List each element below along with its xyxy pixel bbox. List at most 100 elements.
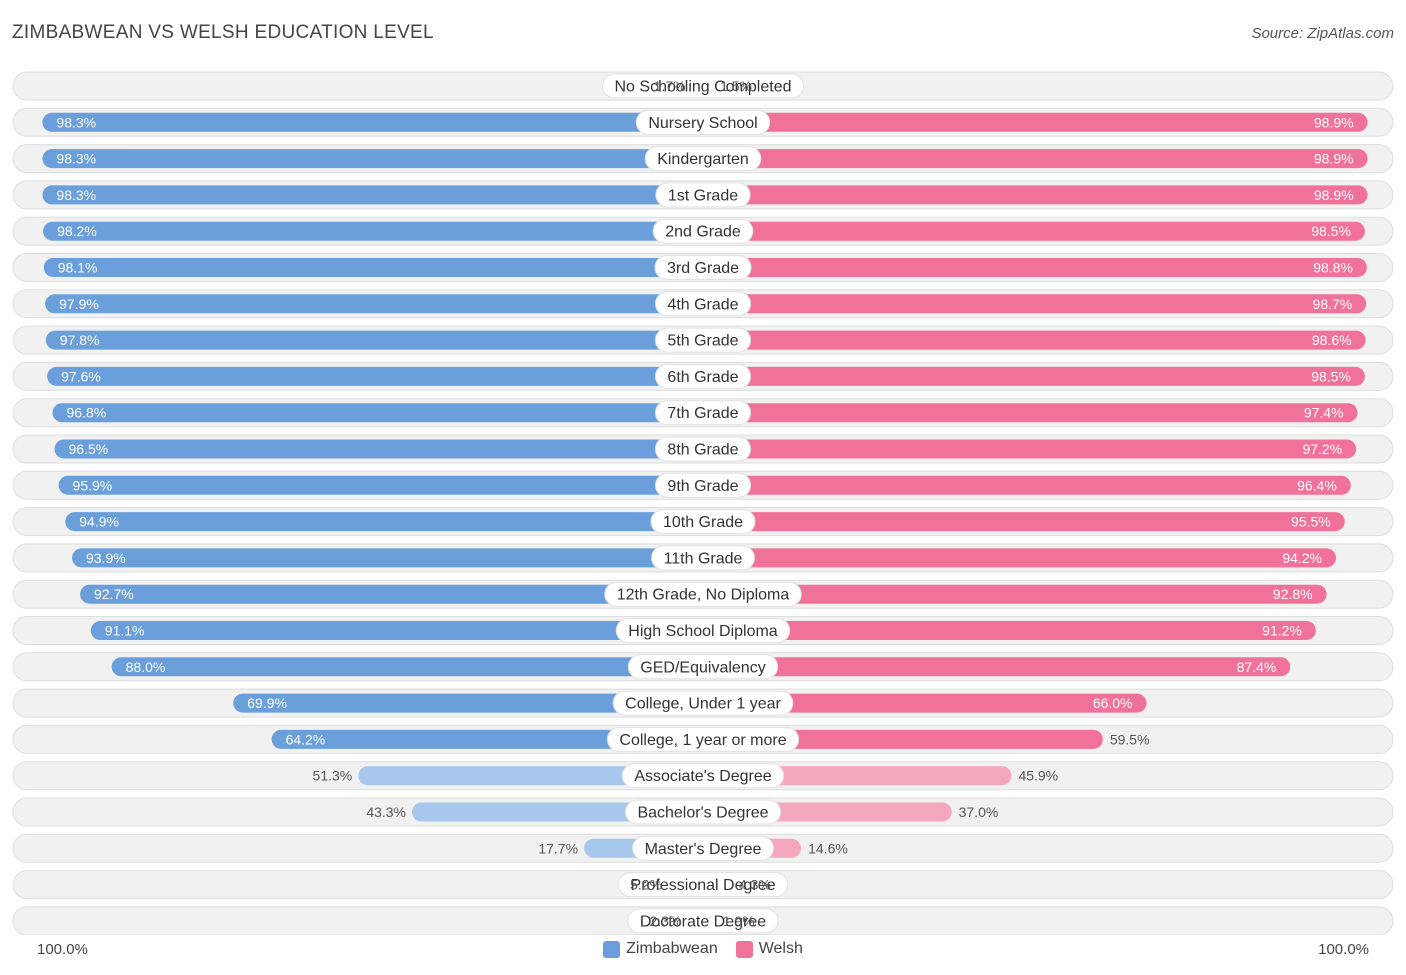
value-label-welsh: 14.6%: [808, 840, 848, 856]
value-label-zimbabwean: 94.9%: [79, 514, 119, 530]
bar-zimbabwean: [42, 185, 703, 205]
bar-welsh: [703, 258, 1367, 277]
category-pill: [654, 327, 752, 353]
bar-zimbabwean: [90, 621, 704, 640]
category-pill: [612, 690, 794, 716]
value-label-zimbabwean: 64.2%: [286, 731, 326, 747]
category-pill: [627, 908, 779, 934]
bar-zimbabwean: [42, 149, 703, 169]
category-label: 12th Grade, No Diploma: [617, 587, 790, 604]
value-label-welsh: 87.4%: [1237, 659, 1277, 675]
bar-welsh: [703, 185, 1368, 205]
value-label-zimbabwean: 1.7%: [654, 78, 686, 94]
bar-zimbabwean: [45, 330, 704, 350]
bar-welsh: [703, 693, 1147, 713]
value-label-zimbabwean: 95.9%: [73, 477, 113, 493]
bar-zimbabwean: [111, 657, 703, 677]
bar-zimbabwean: [52, 403, 703, 423]
bar-welsh: [703, 512, 1345, 532]
category-label: 3rd Grade: [667, 260, 739, 277]
value-label-zimbabwean: 97.8%: [60, 332, 100, 348]
category-pill: [651, 545, 755, 571]
category-label: 11th Grade: [664, 550, 743, 567]
category-pill: [644, 146, 762, 172]
value-label-zimbabwean: 96.8%: [67, 405, 107, 421]
bar-welsh: [703, 294, 1367, 314]
value-label-welsh: 98.8%: [1313, 260, 1353, 276]
value-label-zimbabwean: 17.7%: [538, 840, 578, 856]
bar-zimbabwean: [71, 548, 703, 568]
bar-welsh: [703, 439, 1357, 459]
category-label: GED/Equivalency: [640, 659, 765, 676]
legend-item-welsh[interactable]: Welsh: [735, 940, 803, 958]
value-label-zimbabwean: 92.7%: [94, 586, 134, 602]
category-pill: [654, 472, 752, 498]
category-label: 2nd Grade: [665, 224, 741, 241]
category-label: Nursery School: [648, 115, 757, 132]
value-label-zimbabwean: 97.9%: [59, 296, 99, 312]
chart-title: ZIMBABWEAN VS WELSH EDUCATION LEVEL: [12, 22, 434, 43]
bar-zimbabwean: [80, 584, 703, 604]
value-label-welsh: 94.2%: [1282, 550, 1322, 566]
category-pill: [652, 218, 754, 244]
value-label-zimbabwean: 91.1%: [105, 623, 145, 639]
category-label: 10th Grade: [663, 514, 743, 531]
category-pill: [627, 654, 779, 680]
bar-zimbabwean: [47, 366, 704, 386]
category-pill: [606, 726, 800, 752]
bar-welsh: [703, 149, 1368, 169]
category-pill: [654, 400, 752, 426]
value-label-zimbabwean: 2.3%: [650, 913, 682, 929]
value-label-welsh: 96.4%: [1297, 477, 1337, 493]
category-label: High School Diploma: [628, 623, 778, 640]
category-label: 8th Grade: [667, 442, 738, 459]
category-label: Kindergarten: [657, 151, 749, 168]
value-label-zimbabwean: 96.5%: [69, 441, 109, 457]
value-label-zimbabwean: 69.9%: [247, 695, 287, 711]
value-label-welsh: 59.5%: [1110, 731, 1150, 747]
category-label: College, Under 1 year: [625, 696, 781, 713]
legend-label-zimbabwean: Zimbabwean: [626, 940, 718, 957]
category-pill: [615, 618, 791, 643]
bar-welsh: [703, 584, 1327, 604]
value-label-welsh: 98.9%: [1314, 187, 1354, 203]
category-label: 5th Grade: [667, 333, 738, 350]
bar-zimbabwean: [233, 693, 703, 713]
legend-swatch-welsh: [735, 940, 753, 958]
bar-welsh: [703, 112, 1368, 132]
value-label-welsh: 91.2%: [1262, 623, 1302, 639]
category-label: 7th Grade: [667, 405, 738, 422]
value-label-welsh: 98.5%: [1311, 223, 1351, 239]
category-pill: [632, 835, 774, 861]
value-label-welsh: 92.8%: [1273, 586, 1313, 602]
value-label-welsh: 37.0%: [959, 804, 999, 820]
value-label-zimbabwean: 51.3%: [313, 768, 353, 784]
legend-label-welsh: Welsh: [758, 940, 803, 957]
bar-welsh: [703, 621, 1316, 640]
bar-welsh: [703, 657, 1291, 677]
bar-welsh: [703, 475, 1351, 495]
category-pill: [621, 763, 785, 789]
value-label-zimbabwean: 98.3%: [56, 114, 96, 130]
category-pill: [624, 799, 782, 825]
value-label-welsh: 98.7%: [1313, 296, 1353, 312]
category-label: Doctorate Degree: [640, 913, 766, 930]
value-label-welsh: 98.9%: [1314, 151, 1354, 167]
category-label: No Schooling Completed: [615, 79, 792, 96]
category-pill: [618, 872, 788, 898]
category-label: 1st Grade: [668, 187, 738, 204]
legend-swatch-zimbabwean: [603, 940, 621, 958]
axis-right-label: 100.0%: [1318, 941, 1369, 958]
value-label-zimbabwean: 97.6%: [61, 368, 101, 384]
bar-zimbabwean: [45, 294, 703, 314]
value-label-welsh: 98.9%: [1314, 114, 1354, 130]
bar-zimbabwean: [43, 258, 703, 277]
source-note: Source: ZipAtlas.com: [1251, 25, 1394, 42]
legend-item-zimbabwean[interactable]: Zimbabwean: [603, 940, 718, 958]
value-label-zimbabwean: 88.0%: [126, 659, 166, 675]
category-pill: [654, 436, 752, 462]
value-label-welsh: 45.9%: [1018, 768, 1058, 784]
bar-welsh: [703, 330, 1366, 350]
value-label-zimbabwean: 98.3%: [56, 151, 96, 167]
